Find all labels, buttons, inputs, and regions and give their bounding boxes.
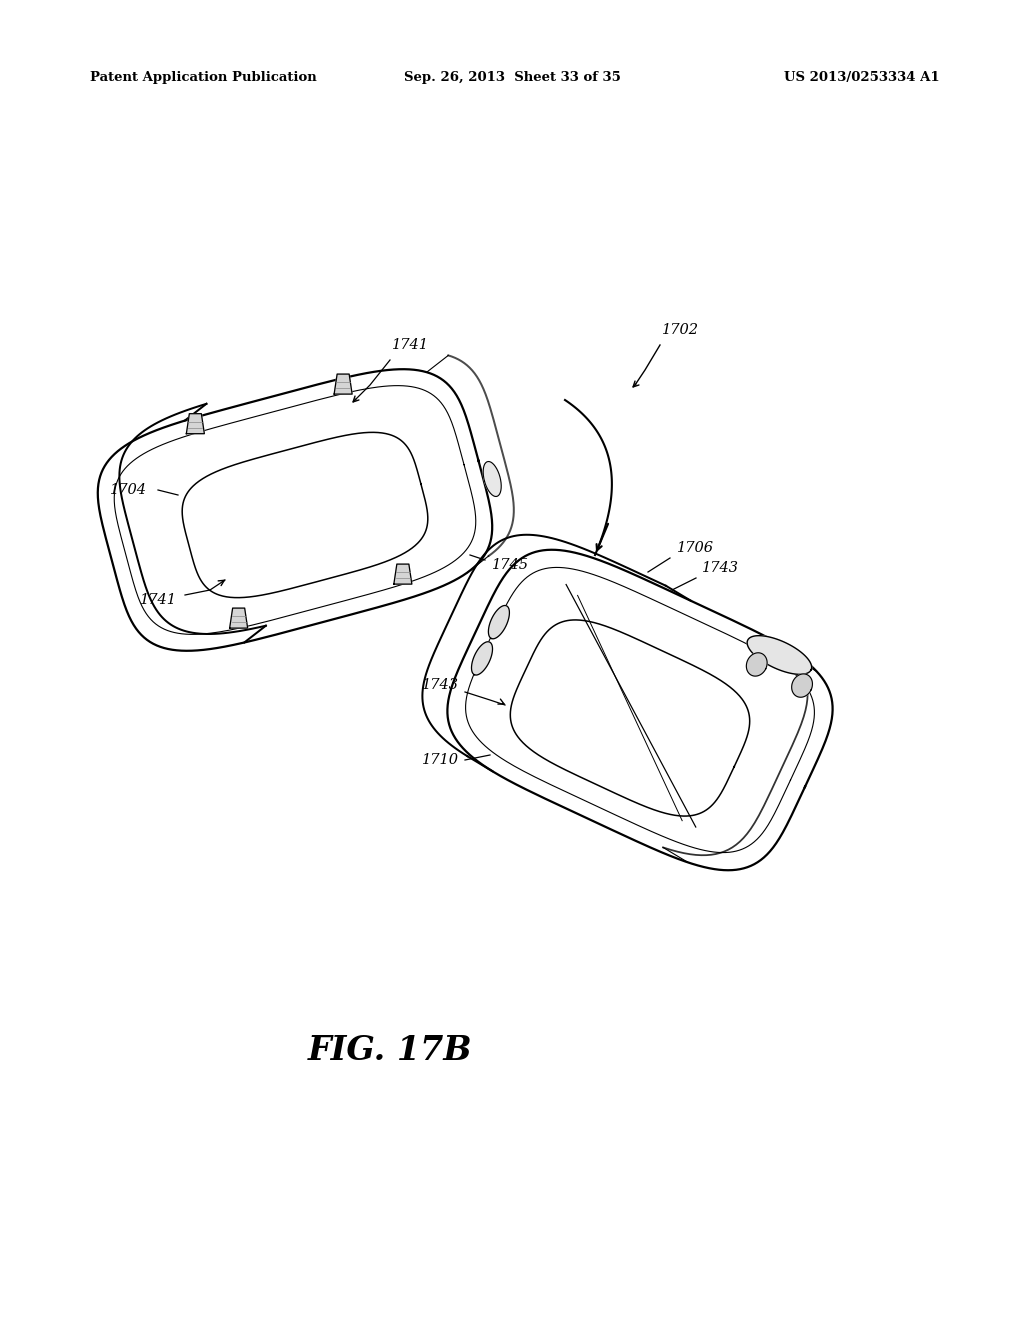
Polygon shape [471, 642, 493, 675]
Polygon shape [488, 606, 509, 639]
Text: 1710: 1710 [422, 752, 459, 767]
Polygon shape [229, 609, 248, 628]
Polygon shape [748, 636, 812, 675]
Text: 1745: 1745 [492, 558, 528, 572]
Text: 1743: 1743 [422, 678, 459, 692]
Text: FIG. 17B: FIG. 17B [307, 1034, 472, 1067]
Text: 1743: 1743 [701, 561, 738, 576]
Text: 1741: 1741 [391, 338, 428, 352]
Polygon shape [746, 653, 767, 676]
Text: 1704: 1704 [110, 483, 146, 498]
Polygon shape [792, 675, 812, 697]
Polygon shape [394, 564, 412, 585]
Text: 1706: 1706 [677, 541, 714, 554]
Text: US 2013/0253334 A1: US 2013/0253334 A1 [784, 71, 940, 84]
Text: Sep. 26, 2013  Sheet 33 of 35: Sep. 26, 2013 Sheet 33 of 35 [403, 71, 621, 84]
Polygon shape [483, 462, 501, 496]
Text: Patent Application Publication: Patent Application Publication [90, 71, 316, 84]
Text: 1741: 1741 [139, 593, 176, 607]
Polygon shape [186, 413, 205, 434]
Text: 1702: 1702 [662, 323, 698, 337]
Polygon shape [334, 374, 352, 395]
